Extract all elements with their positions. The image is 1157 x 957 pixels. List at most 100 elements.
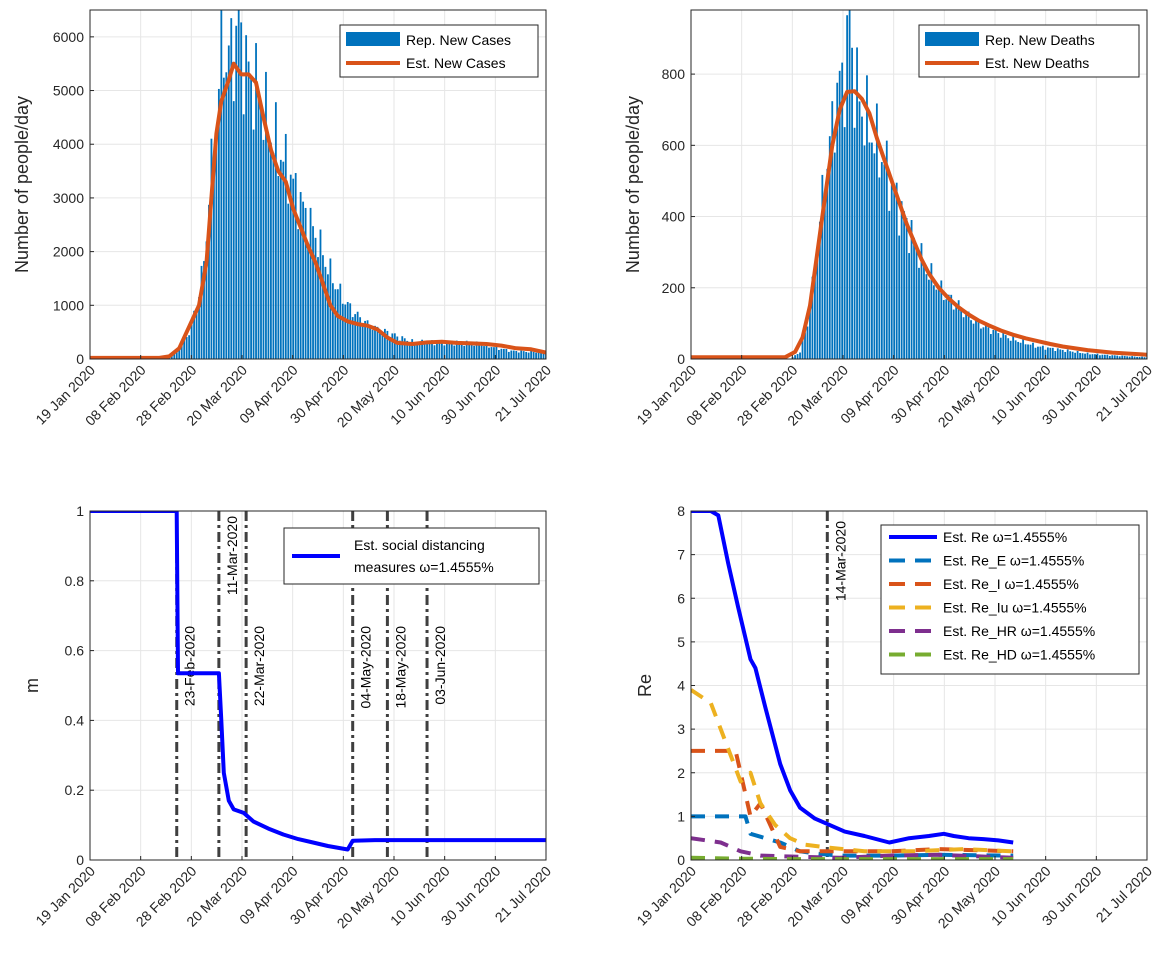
bar [465, 340, 468, 359]
y-axis-label: m [22, 678, 42, 693]
bar [905, 217, 908, 359]
y-tick-label: 0.4 [65, 712, 85, 728]
bar [445, 341, 448, 359]
bar [970, 320, 972, 359]
legend-label: Est. Re_Iu ω=1.4555% [943, 600, 1087, 616]
bar [532, 351, 535, 359]
bar [473, 345, 476, 359]
bar [1061, 349, 1064, 359]
bar [1086, 352, 1089, 359]
bar [225, 72, 228, 359]
bar [351, 317, 354, 359]
bar [336, 289, 339, 359]
bar [173, 350, 176, 359]
bar [918, 267, 920, 359]
bar [379, 333, 381, 359]
bar [799, 352, 801, 359]
bar [485, 343, 488, 359]
bar [304, 207, 307, 359]
bar [423, 344, 426, 359]
bar [438, 342, 441, 359]
bar [809, 307, 811, 359]
bar [1046, 347, 1049, 359]
bar [890, 185, 893, 359]
bar [846, 15, 849, 359]
bar [510, 350, 513, 359]
bar [331, 283, 334, 359]
bar [1037, 346, 1039, 359]
bar [937, 287, 940, 359]
axes-box [89, 9, 547, 360]
event-line-label: 18-May-2020 [392, 626, 408, 709]
legend-label: Est. New Cases [406, 55, 506, 71]
bar [836, 82, 839, 359]
bar [858, 101, 861, 359]
series-line [691, 814, 1014, 858]
y-tick-label: 5000 [53, 83, 84, 99]
bar [426, 343, 428, 359]
bar [527, 352, 530, 359]
bar [980, 328, 982, 359]
bar [270, 142, 272, 359]
bar [522, 351, 525, 359]
bar [831, 101, 834, 359]
legend-label: Est. New Deaths [985, 55, 1089, 71]
bar [374, 325, 376, 359]
bar [1044, 349, 1047, 359]
bar [806, 326, 809, 359]
bar [1136, 356, 1138, 359]
bar [972, 323, 975, 359]
bar [488, 347, 490, 359]
bar [821, 174, 824, 359]
bar [987, 327, 990, 359]
y-tick-label: 4000 [53, 136, 84, 152]
bar [1111, 355, 1114, 359]
y-tick-label: 1 [76, 503, 84, 519]
bar [227, 45, 230, 359]
bar [324, 266, 327, 359]
bar [279, 159, 282, 359]
bar [992, 329, 995, 359]
est-line [90, 61, 546, 359]
y-tick-label: 7 [677, 547, 685, 563]
bar [416, 343, 419, 359]
bar [210, 138, 213, 359]
bar [178, 349, 181, 359]
bar [431, 340, 433, 359]
bar [222, 77, 225, 359]
bar [873, 153, 876, 359]
bar [418, 343, 421, 359]
bar [982, 327, 985, 359]
bar [540, 351, 542, 359]
bar [1064, 351, 1067, 359]
y-tick-label: 2 [677, 765, 685, 781]
bar [433, 345, 436, 359]
bar [213, 152, 215, 359]
bar [356, 311, 359, 359]
bar [1069, 351, 1072, 359]
legend-label: Rep. New Cases [406, 32, 511, 48]
bar [475, 341, 478, 359]
bar [312, 226, 314, 359]
bar [507, 351, 510, 359]
series-line [691, 836, 1014, 860]
bar [242, 114, 245, 359]
bar [1049, 347, 1052, 359]
legend-label: Est. Re_HR ω=1.4555% [943, 623, 1095, 639]
bar [468, 343, 471, 359]
bar [421, 339, 423, 359]
bar [898, 235, 901, 359]
bar [913, 237, 915, 359]
bar [1103, 354, 1106, 359]
y-tick-label: 0.2 [65, 782, 85, 798]
y-tick-label: 800 [662, 66, 686, 82]
bar [525, 351, 528, 359]
bar [302, 201, 305, 359]
bar [349, 303, 352, 359]
bar [1131, 356, 1134, 359]
series-line [691, 855, 1014, 860]
bar [883, 164, 886, 359]
bar [411, 339, 414, 359]
